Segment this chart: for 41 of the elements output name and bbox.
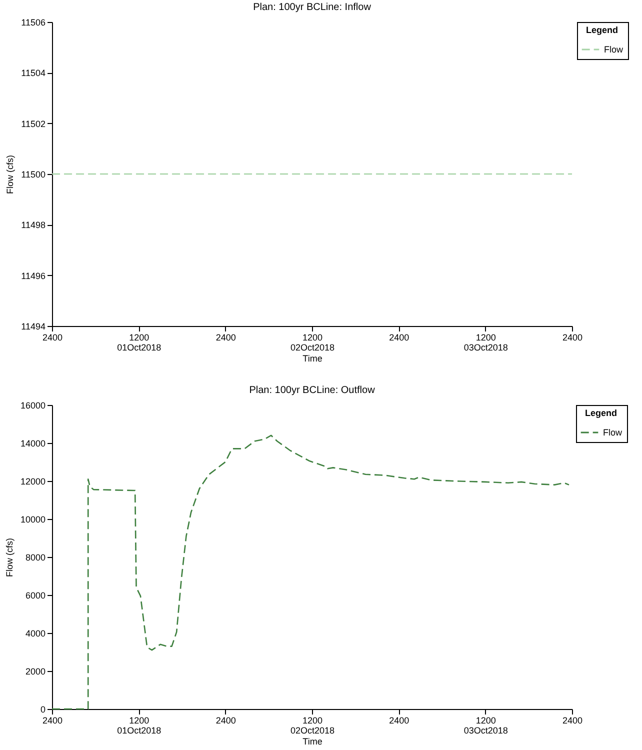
- chart-title: Plan: 100yr BCLine: Outflow: [249, 385, 376, 396]
- x-tick-label: 2400: [562, 332, 583, 342]
- legend-label: Flow: [604, 44, 624, 54]
- x-tick-label: 2400: [42, 716, 63, 726]
- y-tick-label: 10000: [20, 514, 46, 524]
- x-axis-title: Time: [302, 354, 322, 364]
- y-tick-label: 11506: [21, 18, 46, 28]
- x-tick-label: 1200 02Oct2018: [290, 716, 335, 736]
- y-tick-label: 2000: [25, 666, 46, 676]
- y-tick-label: 16000: [20, 400, 46, 410]
- y-tick-label: 0: [40, 704, 46, 714]
- y-tick-label: 6000: [25, 590, 46, 600]
- legend-title: Legend: [584, 408, 618, 418]
- y-tick-label: 11496: [21, 270, 46, 281]
- line-series: [51, 434, 570, 710]
- y-tick-label: 11498: [21, 220, 46, 230]
- x-tick-label: 2400: [216, 332, 236, 342]
- legend-label: Flow: [603, 428, 622, 438]
- y-tick-label: 8000: [25, 552, 46, 562]
- x-tick-label: 2400: [389, 716, 410, 726]
- x-tick-label: 1200 03Oct2018: [464, 332, 508, 352]
- y-axis-title: Flow (cfs): [5, 155, 16, 194]
- y-tick-label: 11502: [21, 118, 46, 129]
- y-axis-title: Flow (cfs): [4, 538, 14, 577]
- chart-title: Plan: 100yr BCLine: Inflow: [253, 2, 372, 13]
- y-tick-label: 14000: [20, 438, 46, 448]
- y-tick-label: 12000: [20, 476, 46, 486]
- x-tick-label: 2400: [389, 332, 410, 342]
- x-tick-label: 2400: [42, 332, 63, 342]
- x-axis-title: Time: [302, 736, 322, 746]
- x-tick-label: 1200 03Oct2018: [464, 716, 508, 736]
- x-tick-label: 2400: [562, 716, 583, 726]
- y-tick-label: 11504: [21, 68, 46, 78]
- y-tick-label: 11494: [21, 322, 46, 332]
- x-tick-label: 1200 02Oct2018: [290, 332, 335, 352]
- x-tick-label: 1200 01Oct2018: [117, 332, 162, 352]
- y-tick-label: 4000: [25, 628, 46, 638]
- x-tick-label: 1200 01Oct2018: [117, 716, 162, 736]
- x-tick-label: 2400: [216, 716, 236, 726]
- y-tick-label: 11500: [21, 170, 46, 180]
- legend-title: Legend: [586, 25, 618, 35]
